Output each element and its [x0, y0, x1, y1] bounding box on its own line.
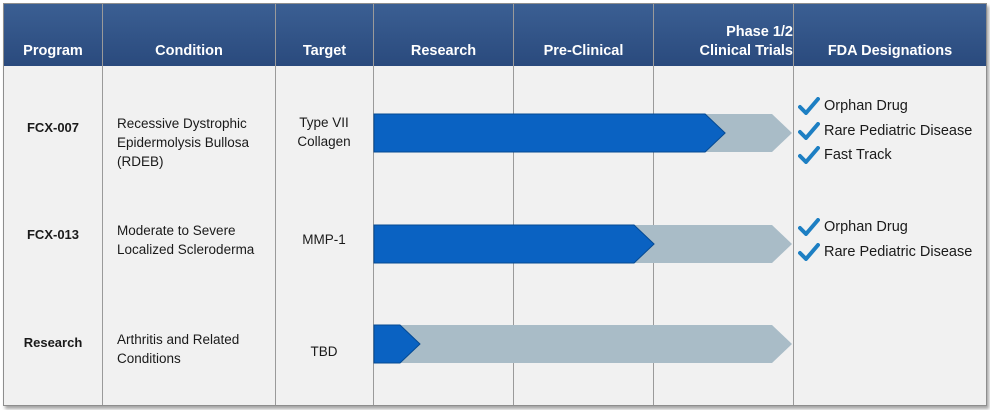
target-line: Type VII	[299, 115, 349, 130]
designation-label: Orphan Drug	[824, 98, 908, 115]
target-text: MMP-1	[276, 230, 372, 249]
column-divider	[275, 4, 276, 405]
header-phase-line1: Phase 1/2	[726, 24, 793, 40]
checkmark-icon	[798, 146, 820, 165]
condition-text: Moderate to Severe Localized Scleroderma	[117, 221, 277, 259]
progress-arrow	[373, 113, 726, 153]
fda-designations: Orphan Drug Rare Pediatric Disease Fast …	[798, 94, 972, 168]
column-divider	[373, 4, 374, 405]
progress-arrow	[373, 324, 421, 364]
header-program: Program	[23, 43, 83, 59]
header-phase: Phase 1/2 Clinical Trials	[654, 4, 794, 66]
target-text: TBD	[276, 342, 372, 361]
condition-text: Arthritis and Related Conditions	[117, 330, 277, 368]
column-divider	[793, 4, 794, 405]
column-divider	[653, 4, 654, 405]
condition-line: Moderate to Severe	[117, 223, 236, 238]
target-text: Type VII Collagen	[276, 113, 372, 151]
progress-arrow	[373, 224, 655, 264]
designation-label: Fast Track	[824, 147, 892, 164]
header-target: Target	[302, 43, 347, 59]
condition-line: Epidermolysis Bullosa	[117, 135, 250, 150]
column-divider	[102, 4, 103, 405]
designation-item: Fast Track	[798, 143, 972, 168]
condition-line: (RDEB)	[117, 154, 164, 169]
header-phase-line2: Clinical Trials	[699, 43, 794, 59]
condition-text: Recessive Dystrophic Epidermolysis Bullo…	[117, 114, 277, 171]
pipeline-table: Program Condition Target Research Pre-Cl…	[3, 3, 987, 406]
program-name: FCX-007	[26, 120, 80, 135]
checkmark-icon	[798, 242, 820, 261]
designation-label: Orphan Drug	[824, 219, 908, 236]
header-preclinical: Pre-Clinical	[543, 43, 624, 59]
designation-label: Rare Pediatric Disease	[824, 122, 973, 139]
target-line: MMP-1	[302, 232, 346, 247]
header-condition: Condition	[155, 43, 223, 59]
condition-line: Recessive Dystrophic	[117, 116, 247, 131]
remaining-track	[374, 325, 792, 363]
target-line: TBD	[310, 344, 338, 359]
condition-line: Localized Scleroderma	[117, 242, 255, 257]
header-fda: FDA Designations	[827, 43, 953, 59]
target-line: Collagen	[297, 134, 351, 149]
program-name: FCX-013	[26, 227, 80, 242]
designation-item: Rare Pediatric Disease	[798, 119, 972, 144]
header-research: Research	[410, 43, 477, 59]
designation-item: Rare Pediatric Disease	[798, 240, 972, 265]
designation-item: Orphan Drug	[798, 215, 972, 240]
progress-bars	[373, 113, 792, 364]
table-header: Program Condition Target Research Pre-Cl…	[4, 4, 986, 66]
fda-designations: Orphan Drug Rare Pediatric Disease	[798, 215, 972, 264]
designation-label: Rare Pediatric Disease	[824, 243, 973, 260]
column-divider	[513, 4, 514, 405]
condition-line: Arthritis and Related	[117, 332, 240, 347]
condition-line: Conditions	[117, 351, 181, 366]
program-name: Research	[23, 335, 83, 350]
checkmark-icon	[798, 97, 820, 116]
designation-item: Orphan Drug	[798, 94, 972, 119]
checkmark-icon	[798, 218, 820, 237]
checkmark-icon	[798, 121, 820, 140]
